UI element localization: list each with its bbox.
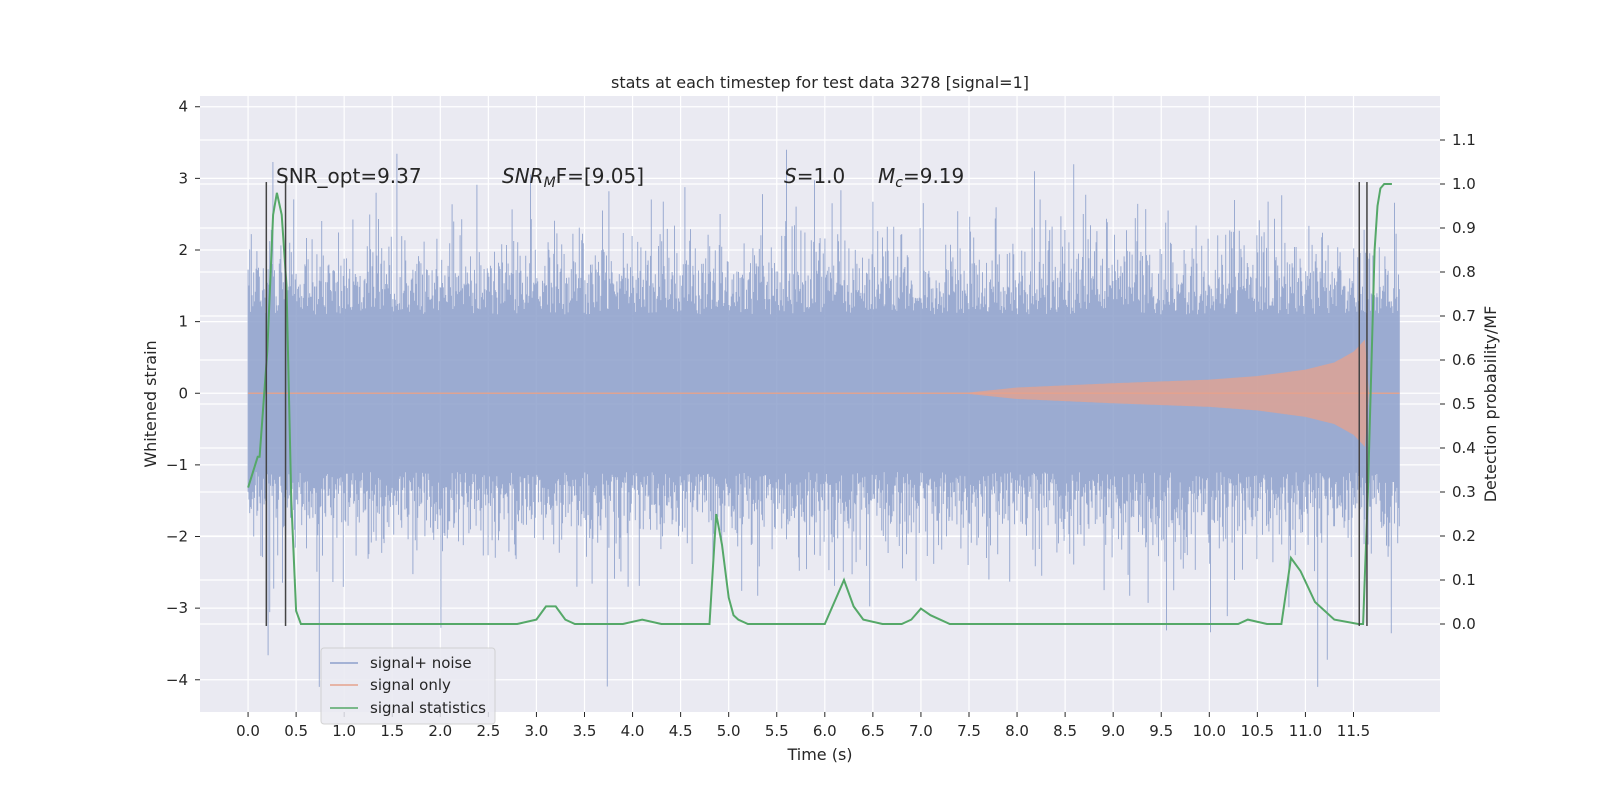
legend: signal+ noise signal only signal statist… (320, 647, 496, 725)
y-tick-label: 1 (178, 313, 188, 331)
s-value: =1.0 (797, 164, 846, 188)
y-right-tick-label: 0.1 (1452, 571, 1476, 589)
x-tick-label: 1.5 (380, 722, 404, 740)
y-tick-label: −2 (166, 528, 188, 546)
mc-label: M (878, 164, 895, 188)
x-tick-label: 7.5 (957, 722, 981, 740)
x-tick-label: 0.0 (236, 722, 260, 740)
snr-mf-subscript: M (544, 175, 556, 191)
chart-title: stats at each timestep for test data 327… (611, 73, 1029, 92)
y-tick-label: 0 (178, 384, 188, 402)
x-tick-label: 7.0 (909, 722, 933, 740)
y-tick-label: 2 (178, 241, 188, 259)
vertical-markers (265, 181, 1368, 627)
x-tick-label: 9.5 (1149, 722, 1173, 740)
legend-label-noise: signal+ noise (370, 654, 472, 672)
x-axis-label: Time (s) (786, 745, 852, 764)
y-right-tick-label: 0.6 (1452, 351, 1476, 369)
y-right-tick-label: 0.0 (1452, 615, 1476, 633)
y-right-tick-label: 0.7 (1452, 307, 1476, 325)
x-tick-label: 3.0 (525, 722, 549, 740)
annotation-snr-opt: SNR_opt=9.37 (276, 164, 422, 188)
y-right-tick-label: 1.1 (1452, 131, 1476, 149)
y-axis-ticks: 4 3 2 1 0 −1 −2 −3 −4 (166, 98, 200, 689)
y-right-tick-label: 0.5 (1452, 395, 1476, 413)
s-label: S (784, 164, 797, 188)
signal-chirp (969, 339, 1369, 447)
x-tick-label: 6.5 (861, 722, 885, 740)
x-tick-label: 4.5 (669, 722, 693, 740)
x-tick-label: 0.5 (284, 722, 308, 740)
y-tick-label: −4 (166, 671, 188, 689)
x-tick-label: 8.0 (1005, 722, 1029, 740)
x-tick-label: 5.0 (717, 722, 741, 740)
signal-statistics-series (247, 183, 1392, 625)
y-right-tick-label: 1.0 (1452, 175, 1476, 193)
y-right-tick-label: 0.9 (1452, 219, 1476, 237)
x-tick-label: 5.5 (765, 722, 789, 740)
y-tick-label: 4 (178, 98, 188, 116)
y-axis-label: Whitened strain (141, 340, 160, 467)
x-tick-label: 4.0 (621, 722, 645, 740)
snr-mf-value: F=[9.05] (556, 164, 644, 188)
annotation-s: S=1.0 (784, 164, 845, 188)
mc-subscript: c (895, 175, 903, 191)
y-right-tick-label: 0.3 (1452, 483, 1476, 501)
x-axis-ticks: 0.0 0.5 1.0 1.5 2.0 2.5 3.0 3.5 4.0 4.5 5.0 5.5 6.0 6… (236, 712, 1370, 740)
y-tick-label: 3 (178, 169, 188, 187)
y-right-tick-label: 0.4 (1452, 439, 1476, 457)
x-tick-label: 8.5 (1053, 722, 1077, 740)
statistics-line (247, 183, 1392, 625)
legend-label-statistics: signal statistics (370, 699, 486, 717)
y-right-tick-label: 0.2 (1452, 527, 1476, 545)
x-tick-label: 10.5 (1241, 722, 1274, 740)
x-tick-label: 11.5 (1337, 722, 1370, 740)
x-tick-label: 11.0 (1289, 722, 1322, 740)
annotation-mc: Mc=9.19 (878, 164, 964, 191)
y-right-axis-ticks: 1.1 1.0 0.9 0.8 0.7 0.6 0.5 0.4 0.3 0.2 0.1 0.0 (1440, 131, 1476, 633)
x-tick-label: 2.5 (476, 722, 500, 740)
signal-only-series (248, 339, 1400, 447)
legend-box (320, 647, 496, 725)
x-tick-label: 2.0 (428, 722, 452, 740)
snr-mf-label: SNR (502, 164, 544, 188)
x-tick-label: 6.0 (813, 722, 837, 740)
annotation-snr-mf: SNRMF=[9.05] (502, 164, 644, 191)
y-right-tick-label: 0.8 (1452, 263, 1476, 281)
y-tick-label: −3 (166, 599, 188, 617)
x-tick-label: 10.0 (1193, 722, 1226, 740)
x-tick-label: 9.0 (1101, 722, 1125, 740)
x-tick-label: 1.0 (332, 722, 356, 740)
x-tick-label: 3.5 (573, 722, 597, 740)
mc-value: =9.19 (903, 164, 964, 188)
y-right-axis-label: Detection probability/MF (1481, 306, 1500, 503)
legend-label-signal: signal only (370, 676, 451, 694)
y-tick-label: −1 (166, 456, 188, 474)
